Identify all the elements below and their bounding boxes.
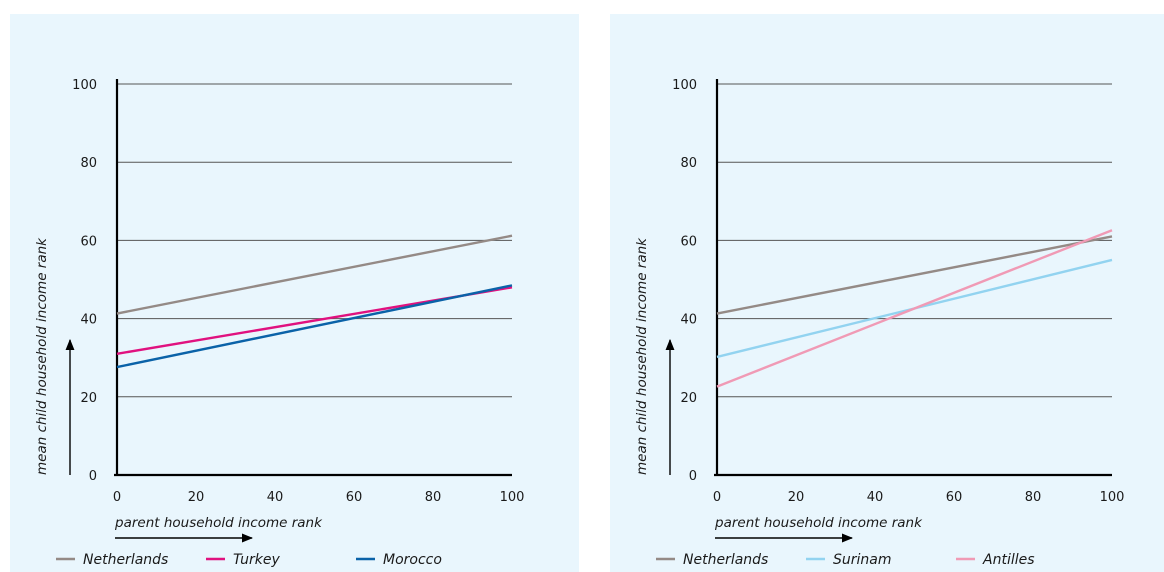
- legend-label: Surinam: [833, 552, 892, 568]
- x-tick-label: 100: [1100, 490, 1125, 505]
- y-tick-label: 0: [89, 469, 97, 484]
- x-tick-label: 20: [188, 490, 205, 505]
- legend-label: Netherlands: [83, 552, 168, 568]
- x-axis-label: parent household income rank: [714, 515, 923, 531]
- y-tick-label: 100: [72, 78, 97, 93]
- x-tick-label: 60: [946, 490, 963, 505]
- x-tick-label: 40: [867, 490, 884, 505]
- y-tick-label: 60: [80, 234, 97, 249]
- series-line-netherlands: [116, 234, 513, 315]
- chart-panel-left: 0 20 40 60 80 100 0 20 40 60 80 100 mean child house…: [10, 14, 579, 572]
- y-axis-label: mean child household income rank: [34, 237, 50, 475]
- x-axis-label: parent household income rank: [114, 515, 323, 531]
- y-tick-label: 20: [680, 391, 697, 406]
- y-tick-label: 20: [80, 391, 97, 406]
- series-line-antilles: [716, 229, 1113, 388]
- y-tick-label: 80: [80, 156, 97, 171]
- chart-right: 0 20 40 60 80 100 0 20 40 60 80 100 mean child house…: [634, 78, 1125, 568]
- legend-label: Morocco: [383, 552, 442, 568]
- x-tick-label: 0: [113, 490, 121, 505]
- x-tick-label: 80: [425, 490, 442, 505]
- x-tick-label: 40: [267, 490, 284, 505]
- legend-label: Antilles: [982, 552, 1035, 568]
- y-tick-label: 60: [680, 234, 697, 249]
- x-tick-label: 20: [788, 490, 805, 505]
- x-tick-label: 80: [1025, 490, 1042, 505]
- y-tick-label: 40: [80, 313, 97, 328]
- chart-left: 0 20 40 60 80 100 0 20 40 60 80 100 mean child house…: [34, 78, 525, 568]
- series-line-morocco: [116, 284, 513, 369]
- y-tick-label: 40: [680, 313, 697, 328]
- x-tick-label: 0: [713, 490, 721, 505]
- y-tick-label: 80: [680, 156, 697, 171]
- x-tick-label: 60: [346, 490, 363, 505]
- y-tick-label: 0: [689, 469, 697, 484]
- legend-label: Netherlands: [683, 552, 768, 568]
- x-tick-label: 100: [500, 490, 525, 505]
- y-axis-label: mean child household income rank: [634, 237, 650, 475]
- y-tick-label: 100: [672, 78, 697, 93]
- series-line-netherlands: [716, 235, 1113, 315]
- legend-label: Turkey: [233, 552, 280, 568]
- chart-panel-right: 0 20 40 60 80 100 0 20 40 60 80 100 mean child house…: [610, 14, 1164, 572]
